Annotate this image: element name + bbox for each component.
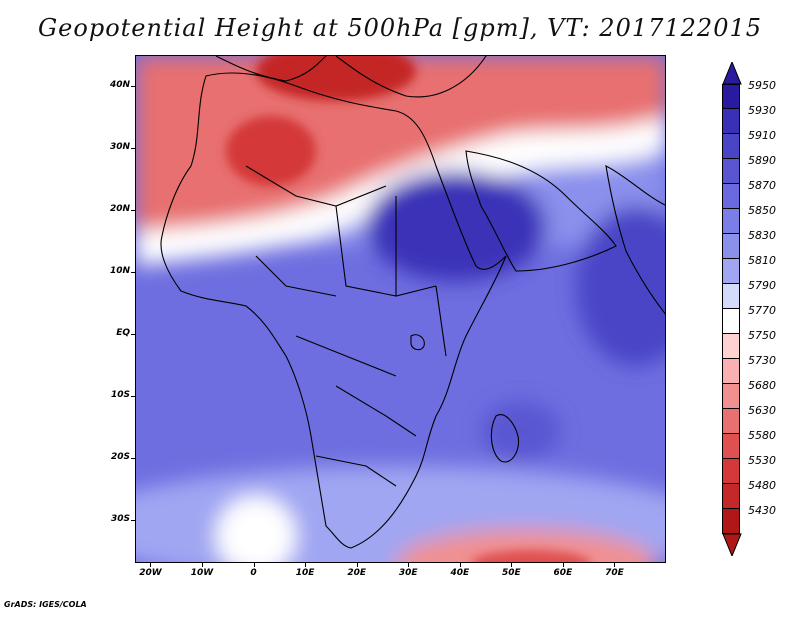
- colorbar-cell: [722, 484, 740, 509]
- x-tick-label: 50E: [501, 568, 521, 578]
- southern-low-core: [471, 550, 591, 562]
- y-tick-mark: [131, 457, 135, 459]
- southern-ocean-trough: [396, 529, 656, 562]
- x-tick-label: 20E: [347, 568, 367, 578]
- x-tick-mark: [459, 563, 461, 567]
- colorbar-label: 5530: [748, 454, 776, 467]
- y-tick-mark: [131, 147, 135, 149]
- colorbar-cell: [722, 434, 740, 459]
- colorbar-label: 5850: [748, 204, 776, 217]
- india-coastline: [605, 165, 665, 315]
- colorbar-cell: [722, 109, 740, 134]
- x-tick-mark: [202, 563, 204, 567]
- x-tick-label: 60E: [553, 568, 573, 578]
- x-tick-label: 30E: [398, 568, 418, 578]
- colorbar-label: 5680: [748, 379, 776, 392]
- africa-coastline: [160, 72, 507, 549]
- madagascar-high: [481, 401, 561, 461]
- colorbar-cell: [722, 334, 740, 359]
- x-tick-label: 70E: [605, 568, 624, 578]
- y-tick-label: EQ: [116, 327, 130, 338]
- colorbar-cell: [722, 509, 740, 534]
- colorbar-bottom-arrow: [722, 533, 742, 556]
- x-tick-mark: [614, 563, 616, 567]
- colorbar-label: 5950: [748, 79, 776, 92]
- colorbar-label: 5930: [748, 104, 776, 117]
- colorbar-cell: [722, 409, 740, 434]
- x-tick-label: 0: [250, 568, 257, 578]
- balkan-low: [256, 56, 416, 101]
- colorbar-label: 5870: [748, 179, 776, 192]
- mediterranean-trough: [136, 56, 665, 231]
- colorbar-cell: [722, 359, 740, 384]
- colorbar-label: 5480: [748, 479, 776, 492]
- colorbar-cell: [722, 284, 740, 309]
- chart-title: Geopotential Height at 500hPa [gpm], VT:…: [38, 14, 762, 42]
- map-plot-area: [135, 55, 666, 563]
- y-tick-label: 30S: [110, 513, 130, 524]
- colorbar-label: 5790: [748, 279, 776, 292]
- colorbar-label: 5830: [748, 229, 776, 242]
- colorbar-cell: [722, 209, 740, 234]
- y-tick-label: 20S: [110, 451, 130, 462]
- madagascar-coastline: [490, 414, 520, 463]
- colorbar-label: 5430: [748, 504, 776, 517]
- arabia-coastline: [465, 150, 617, 272]
- y-tick-mark: [131, 395, 135, 397]
- y-tick-mark: [131, 519, 135, 521]
- colorbar-cell: [722, 259, 740, 284]
- colorbar-label: 5810: [748, 254, 776, 267]
- south-atlantic-white: [216, 496, 296, 562]
- colorbar-label: 5750: [748, 329, 776, 342]
- colorbar-label: 5890: [748, 154, 776, 167]
- x-tick-mark: [511, 563, 513, 567]
- y-tick-mark: [131, 271, 135, 273]
- india-high: [576, 206, 665, 366]
- country-borders: [245, 165, 447, 487]
- colorbar-cell: [722, 384, 740, 409]
- x-tick-mark: [356, 563, 358, 567]
- x-tick-label: 40E: [450, 568, 470, 578]
- credit-label: GrADS: IGES/COLA: [4, 600, 87, 609]
- y-tick-label: 20N: [109, 203, 130, 214]
- colorbar-cell: [722, 134, 740, 159]
- colorbar-cell: [722, 459, 740, 484]
- x-tick-mark: [253, 563, 255, 567]
- y-tick-label: 30N: [109, 141, 130, 152]
- colorbar-cell: [722, 309, 740, 334]
- colorbar-cell: [722, 159, 740, 184]
- colorbar-top-arrow: [722, 62, 742, 85]
- algeria-low: [226, 116, 316, 186]
- x-tick-mark: [305, 563, 307, 567]
- y-tick-mark: [131, 333, 135, 335]
- colorbar-label: 5730: [748, 354, 776, 367]
- x-tick-label: 10W: [190, 568, 214, 578]
- x-tick-label: 20W: [139, 568, 162, 578]
- geopotential-field: [136, 56, 665, 562]
- y-tick-mark: [131, 85, 135, 87]
- x-tick-mark: [408, 563, 410, 567]
- colorbar-label: 5910: [748, 129, 776, 142]
- x-tick-mark: [562, 563, 564, 567]
- colorbar-cell: [722, 234, 740, 259]
- y-tick-label: 10N: [109, 265, 130, 276]
- y-tick-label: 10S: [110, 389, 130, 400]
- lake-victoria: [410, 334, 425, 351]
- coastlines: [160, 56, 665, 549]
- sudan-high: [366, 171, 546, 281]
- colorbar: [722, 62, 746, 556]
- y-tick-mark: [131, 209, 135, 211]
- colorbar-cell: [722, 84, 740, 109]
- colorbar-label: 5580: [748, 429, 776, 442]
- x-tick-label: 10E: [295, 568, 315, 578]
- colorbar-cell: [722, 184, 740, 209]
- x-tick-mark: [150, 563, 152, 567]
- colorbar-label: 5630: [748, 404, 776, 417]
- colorbar-label: 5770: [748, 304, 776, 317]
- y-tick-label: 40N: [109, 79, 130, 90]
- europe-coastline: [215, 56, 487, 98]
